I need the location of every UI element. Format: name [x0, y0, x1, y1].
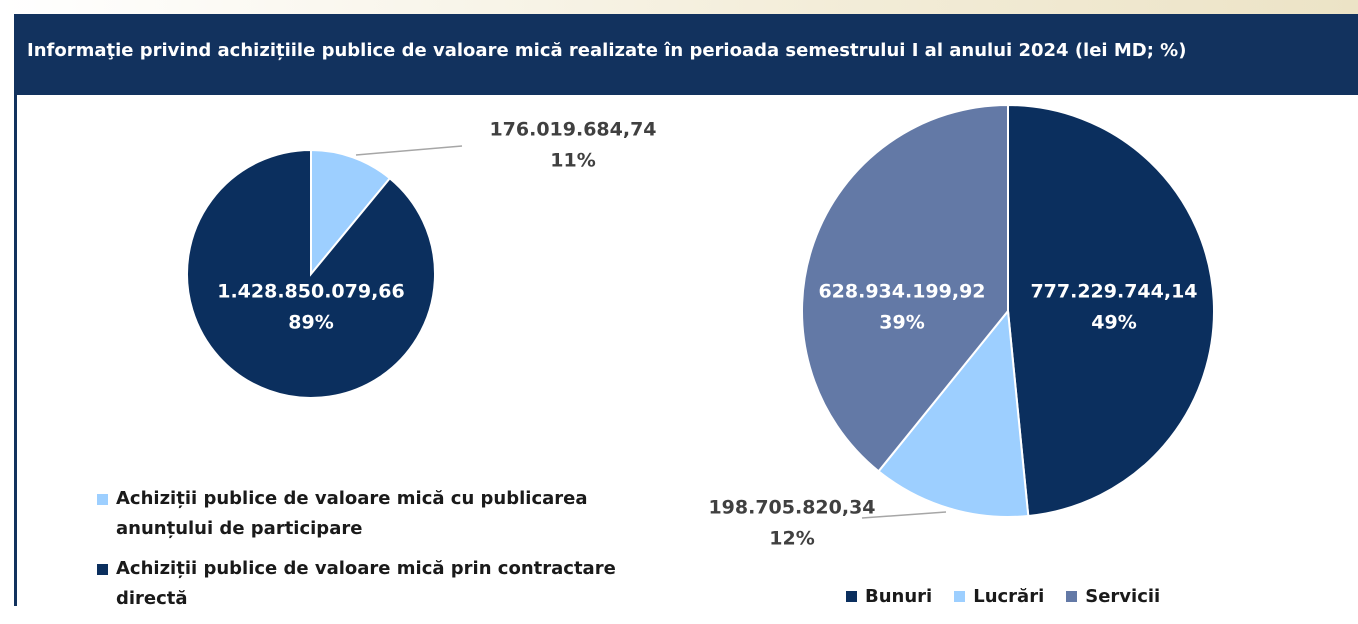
legend-label: Achiziții publice de valoare mică cu pub… [116, 488, 588, 539]
pie-slice [186, 148, 436, 399]
pie-slice [877, 308, 1030, 518]
legend-item: Lucrări [954, 586, 1044, 607]
legend-swatch [1066, 591, 1078, 602]
legend: Bunuri Lucrări Servicii [846, 586, 1160, 607]
page: Informaţie privind achizițiile publice d… [0, 0, 1358, 609]
legend-label: Bunuri [865, 586, 933, 607]
value-label: 1.428.850.079,66 [217, 281, 405, 303]
legend-swatch [97, 564, 108, 575]
legend-label: Lucrări [973, 586, 1045, 607]
value-label: 198.705.820,34 [708, 497, 875, 519]
header: Informaţie privind achizițiile publice d… [14, 14, 1358, 95]
legend-item: Servicii [1066, 586, 1160, 607]
title: Informaţie privind achizițiile publice d… [27, 40, 1187, 61]
leader-line [355, 145, 463, 156]
charts: 176.019.684,74 11% 1.428.850.079,66 89% 777.… [186, 103, 1215, 550]
legend-label: Achiziții publice de valoare mică prin c… [116, 558, 616, 609]
legend: Achiziții publice de valoare mică cu pub… [97, 484, 657, 624]
legend-item: Achiziții publice de valoare mică prin c… [97, 554, 657, 614]
percent-label: 49% [1091, 312, 1136, 334]
leader-line [861, 511, 947, 519]
percent-label: 89% [288, 312, 333, 334]
pie-slice [310, 148, 392, 277]
legend-item: Achiziții publice de valoare mică cu pub… [97, 484, 657, 544]
top-strip [0, 0, 1358, 14]
left-border [14, 95, 17, 606]
pie-slice [801, 103, 1009, 473]
percent-label: 11% [550, 150, 595, 172]
legend-label: Servicii [1085, 586, 1161, 607]
value-label: 777.229.744,14 [1030, 281, 1197, 303]
legend-swatch [954, 591, 966, 602]
value-label: 176.019.684,74 [489, 119, 656, 141]
legend-swatch [846, 591, 857, 602]
pie-slice [1007, 103, 1215, 518]
legend-item: Bunuri [846, 586, 932, 607]
legend-swatch [97, 494, 108, 505]
percent-label: 39% [879, 312, 924, 334]
value-label: 628.934.199,92 [818, 281, 985, 303]
percent-label: 12% [769, 528, 814, 550]
